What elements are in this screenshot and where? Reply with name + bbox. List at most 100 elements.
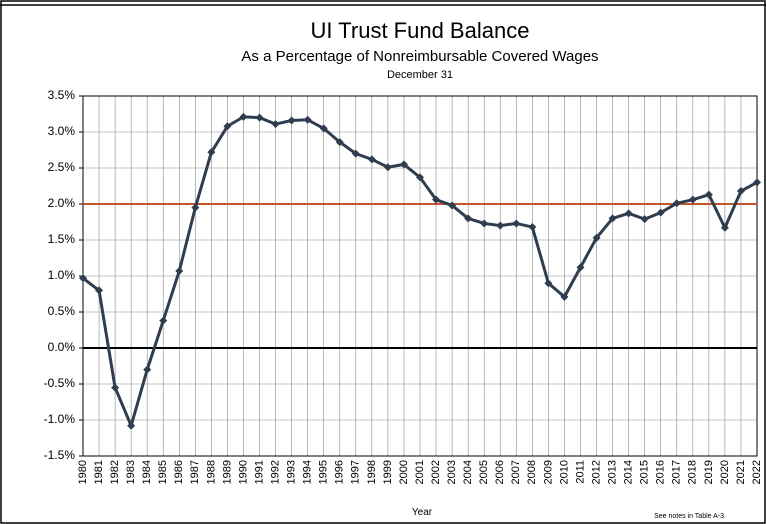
y-tick-label: 1.0%: [48, 268, 76, 282]
x-tick-label: 1993: [286, 460, 298, 484]
data-point: [287, 116, 296, 125]
y-tick-label: 0.5%: [48, 304, 76, 318]
x-tick-label: 1994: [302, 460, 314, 484]
data-point: [592, 233, 601, 242]
data-point: [464, 214, 473, 223]
data-point: [319, 124, 328, 133]
data-point: [608, 214, 617, 223]
data-point: [399, 160, 408, 169]
y-tick-label: 3.0%: [48, 124, 76, 138]
data-point: [753, 178, 761, 187]
y-tick-label: -0.5%: [44, 376, 76, 390]
x-tick-label: 2007: [510, 460, 522, 484]
x-tick-label: 1985: [157, 460, 169, 484]
y-tick-label: 2.5%: [48, 160, 76, 174]
x-tick-label: 2014: [623, 460, 635, 484]
x-tick-label: 1998: [366, 460, 378, 484]
x-tick-label: 1999: [382, 460, 394, 484]
x-tick-label: 2010: [558, 460, 570, 484]
y-tick-label: 0.0%: [48, 340, 76, 354]
x-tick-label: 1988: [205, 460, 217, 484]
data-point: [688, 195, 697, 204]
y-tick-label: -1.0%: [44, 412, 76, 426]
x-tick-label: 2012: [590, 460, 602, 484]
data-point: [576, 263, 585, 272]
data-point: [624, 209, 633, 218]
x-tick-label: 1982: [109, 460, 121, 484]
data-point: [175, 266, 184, 275]
data-point: [640, 215, 649, 224]
x-tick-label: 1980: [77, 460, 89, 484]
x-tick-label: 2005: [478, 460, 490, 484]
y-tick-label: 3.5%: [48, 88, 76, 102]
data-point: [560, 292, 569, 301]
chart-title: UI Trust Fund Balance: [311, 18, 530, 43]
x-tick-label: 2021: [735, 460, 747, 484]
data-point: [704, 190, 713, 199]
x-tick-label: 2002: [430, 460, 442, 484]
data-point: [159, 316, 168, 325]
x-tick-label: 1987: [189, 460, 201, 484]
data-point: [335, 138, 344, 147]
x-tick-label: 1981: [93, 460, 105, 484]
x-tick-label: 1990: [237, 460, 249, 484]
data-point: [656, 208, 665, 217]
data-point: [111, 383, 120, 392]
data-point: [127, 421, 136, 430]
x-tick-label: 1997: [350, 460, 362, 484]
data-point: [496, 221, 505, 230]
data-point: [736, 187, 745, 196]
data-point: [448, 201, 457, 210]
data-point: [367, 155, 376, 164]
data-point: [528, 223, 537, 232]
note: See notes in Table A-3.: [654, 513, 726, 520]
data-point: [95, 286, 104, 295]
x-tick-label: 1983: [125, 460, 137, 484]
y-tick-label: 1.5%: [48, 232, 76, 246]
data-point: [143, 365, 152, 374]
data-point: [480, 219, 489, 228]
x-tick-label: 2000: [398, 460, 410, 484]
data-point: [271, 120, 280, 129]
x-tick-label: 2017: [671, 460, 683, 484]
x-tick-label: 1992: [269, 460, 281, 484]
x-tick-label: 2018: [687, 460, 699, 484]
x-tick-label: 2020: [719, 460, 731, 484]
x-tick-label: 2019: [703, 460, 715, 484]
x-axis-label: Year: [412, 507, 433, 518]
data-point: [416, 173, 424, 182]
data-point: [79, 274, 87, 283]
data-point: [512, 219, 521, 228]
x-tick-label: 1995: [318, 460, 330, 484]
x-tick-label: 1991: [253, 460, 265, 484]
data-point: [432, 195, 441, 204]
x-tick-label: 2009: [542, 460, 554, 484]
chart-subtitle: December 31: [387, 69, 453, 81]
data-point: [223, 122, 232, 131]
data-point: [207, 148, 216, 157]
data-point: [544, 279, 553, 288]
x-tick-label: 1989: [221, 460, 233, 484]
data-point: [383, 163, 392, 172]
x-tick-label: 2004: [462, 460, 474, 484]
data-point: [303, 115, 312, 124]
x-tick-label: 2003: [446, 460, 458, 484]
data-point: [239, 112, 248, 121]
x-tick-label: 2016: [655, 460, 667, 484]
x-tick-label: 2015: [639, 460, 651, 484]
x-tick-label: 1986: [173, 460, 185, 484]
data-point: [351, 149, 360, 158]
data-point: [255, 113, 264, 122]
x-tick-label: 1996: [334, 460, 346, 484]
x-tick-label: 2022: [751, 460, 763, 484]
x-tick-label: 2001: [414, 460, 426, 484]
data-point: [672, 199, 681, 208]
data-point: [191, 203, 200, 212]
x-tick-label: 2011: [574, 460, 586, 484]
x-tick-label: 2008: [526, 460, 538, 484]
data-point: [720, 223, 729, 232]
y-tick-label: 2.0%: [48, 196, 76, 210]
y-tick-label: -1.5%: [44, 448, 76, 462]
